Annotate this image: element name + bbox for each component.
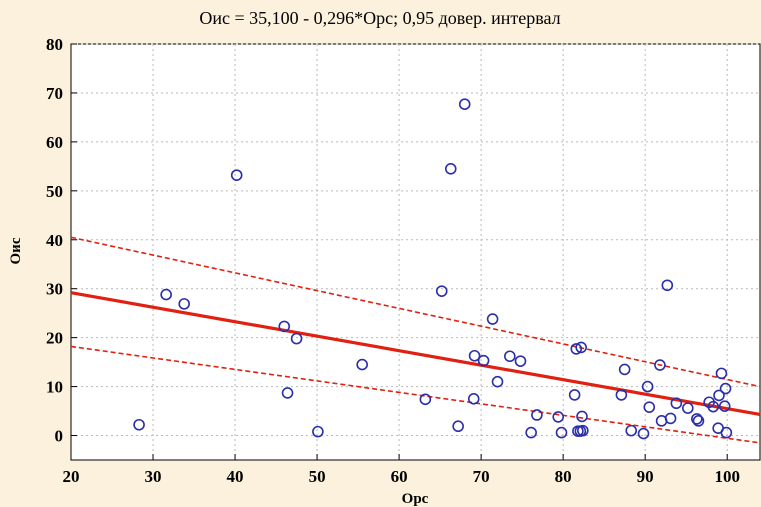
data-point (664, 412, 677, 425)
x-tick-label: 60 (391, 467, 408, 486)
y-tick-label: 40 (46, 231, 63, 250)
data-point (625, 424, 638, 437)
data-point (576, 410, 588, 423)
x-tick-label: 20 (63, 467, 80, 486)
data-point (178, 298, 190, 310)
axis-ticks: 20 30 40 50 60 70 80 90 100 0 10 20 30 40 50 60 70 80 (46, 35, 740, 486)
x-tick-label: 30 (145, 467, 162, 486)
data-point (691, 413, 703, 425)
y-tick-label: 0 (55, 427, 64, 446)
data-point (491, 375, 504, 388)
data-point (452, 420, 464, 433)
y-tick-label: 10 (46, 378, 63, 397)
data-point (312, 425, 324, 438)
data-point (692, 415, 705, 427)
x-tick-label: 50 (309, 467, 326, 486)
data-point (552, 411, 565, 423)
x-tick-label: 90 (637, 467, 654, 486)
data-point (715, 367, 728, 380)
data-points (133, 98, 733, 440)
data-point (654, 359, 666, 371)
data-point (278, 320, 291, 333)
data-point (435, 285, 448, 297)
data-point (568, 389, 581, 401)
upper-confidence-line (70, 236, 761, 388)
x-tick-label: 70 (473, 467, 490, 486)
y-tick-label: 50 (46, 182, 63, 201)
data-point (720, 426, 733, 439)
data-point (160, 288, 172, 301)
y-tick-label: 20 (46, 329, 63, 348)
data-point (525, 426, 537, 439)
data-point (419, 393, 432, 406)
data-point (230, 169, 243, 181)
y-tick-label: 60 (46, 133, 63, 152)
data-point (514, 355, 527, 367)
data-point (444, 163, 457, 175)
data-point (281, 387, 294, 399)
data-point (641, 380, 654, 393)
y-tick-label: 30 (46, 280, 63, 299)
lower-confidence-line (70, 345, 761, 444)
y-axis-title: Оис (8, 237, 24, 264)
data-point (504, 350, 516, 363)
data-point (718, 400, 731, 412)
y-tick-label: 70 (46, 84, 63, 103)
data-point (682, 402, 694, 414)
data-point (643, 401, 656, 413)
data-point (719, 382, 732, 395)
data-point (577, 424, 589, 437)
data-point (290, 332, 303, 345)
data-point (467, 393, 480, 405)
x-tick-label: 100 (714, 467, 740, 486)
data-point (555, 426, 568, 439)
data-point (661, 279, 674, 292)
data-point (468, 349, 481, 362)
data-point (707, 400, 720, 413)
data-point (477, 354, 490, 367)
y-tick-label: 80 (46, 35, 63, 54)
data-point (575, 341, 587, 354)
data-point (637, 427, 650, 440)
data-point (615, 389, 628, 401)
chart-title: Оис = 35,100 - 0,296*Орс; 0,95 довер. ин… (199, 8, 560, 28)
data-point (458, 98, 471, 110)
x-tick-label: 40 (227, 467, 244, 486)
data-point (486, 313, 499, 325)
data-point (133, 418, 145, 431)
data-point (356, 358, 368, 371)
data-point (670, 397, 683, 410)
data-point (531, 409, 543, 421)
data-point (713, 389, 725, 402)
regression-lines (70, 236, 761, 444)
x-tick-label: 80 (555, 467, 572, 486)
data-point (570, 343, 583, 355)
data-point (618, 363, 631, 376)
x-axis-title: Орс (402, 491, 429, 507)
regression-line (70, 291, 761, 416)
